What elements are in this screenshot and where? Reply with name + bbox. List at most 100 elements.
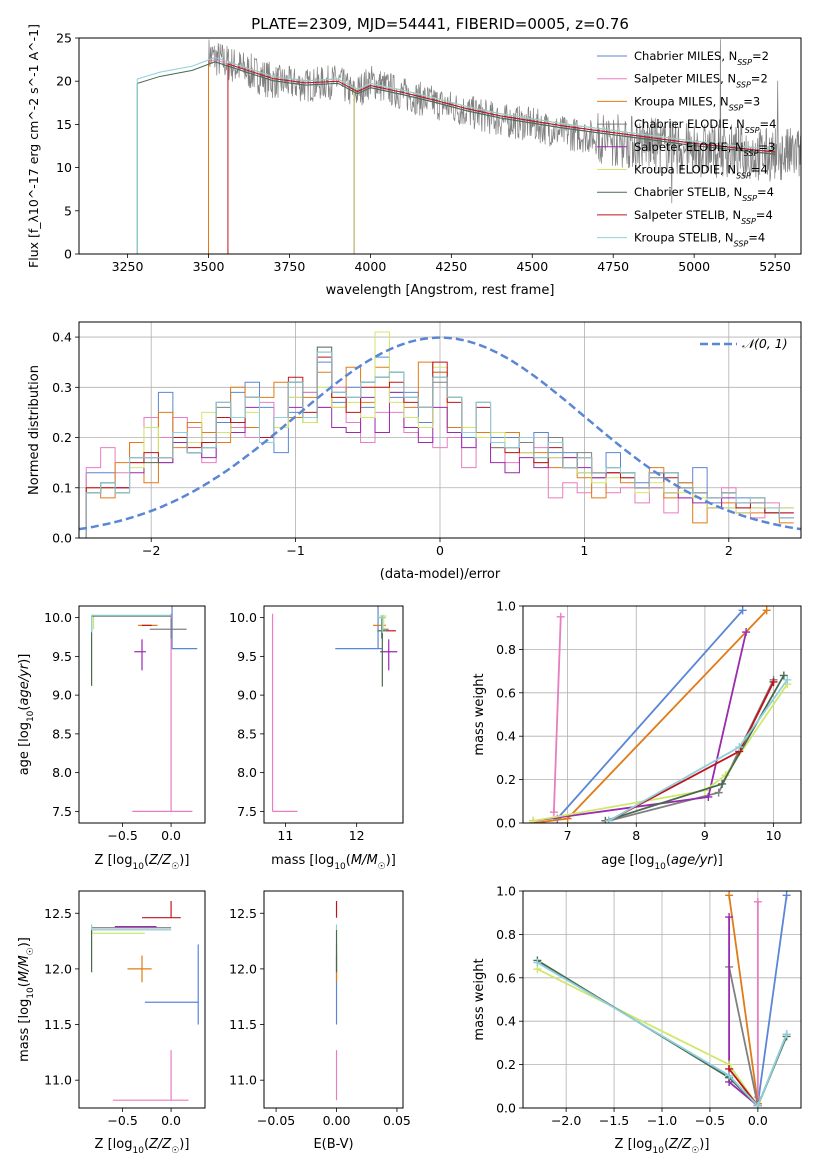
y-tick-label: 0.2: [52, 430, 72, 445]
x-tick-label: 3750: [274, 259, 306, 274]
weight-marker: [718, 779, 727, 788]
model-spectrum-line: [79, 61, 776, 254]
panel-age_vs_Z: −0.5 0.0 7.5 8.0 8.5 9.0 9.5 10.0: [44, 605, 206, 843]
plot-area-age_vs_mass: [271, 606, 398, 812]
x-tick-label: 11: [277, 828, 293, 843]
weight-marker: [556, 612, 565, 621]
legend-label: Salpeter ELODIE, NSSP=3: [634, 140, 775, 158]
legend-model-name: Kroupa ELODIE: [634, 163, 720, 177]
x-tick-label: 3250: [112, 259, 144, 274]
y-tick-label: 9.5: [237, 649, 257, 664]
model-spectrum-line: [79, 63, 776, 254]
weight-marker: [738, 606, 747, 615]
histogram-step: [85, 351, 794, 538]
y-tick-label: 0.3: [52, 380, 72, 395]
weight-line: [536, 961, 788, 1108]
legend-nssp: 2: [760, 72, 767, 86]
weight-marker: [533, 958, 542, 967]
y-tick-label: 1.0: [496, 884, 516, 899]
legend-label: Kroupa STELIB, NSSP=4: [634, 231, 765, 249]
y-tick-label: 20: [56, 74, 72, 89]
weight-marker: [714, 788, 723, 797]
y-tick-label: 0.0: [496, 1101, 516, 1116]
y-tick-label: 0.4: [52, 330, 72, 345]
y-tick-label: 7.5: [52, 804, 72, 819]
x-axis-label: mass [log10(M/M☉)]: [271, 853, 396, 872]
legend-model-name: Chabrier ELODIE: [634, 117, 729, 131]
panel-mass_vs_ebv: −0.05 0.00 0.05 11.0 11.5 12.0 12.5: [229, 890, 411, 1128]
weight-marker: [529, 816, 538, 823]
x-tick-label: 12: [349, 828, 365, 843]
plot-area-weight_vs_Z: [533, 891, 791, 1108]
legend-nssp: 3: [768, 140, 775, 154]
errorbar-point: [134, 639, 146, 671]
x-tick-label: 0.0: [161, 1113, 181, 1128]
y-axis-label: age [log10(age/yr)]: [17, 654, 36, 776]
weight-series: [529, 606, 771, 823]
x-tick-label: 0: [436, 543, 444, 558]
axes-frame-age_vs_Z: [78, 605, 206, 824]
axes-frame-age_vs_mass: [263, 605, 404, 824]
legend-label: Kroupa ELODIE, NSSP=4: [634, 163, 768, 181]
x-tick-label: 0.0: [748, 1113, 768, 1128]
legend-nssp: 4: [760, 163, 767, 177]
x-tick-label: 4750: [597, 259, 629, 274]
x-tick-label: −0.5: [107, 828, 137, 843]
y-tick-label: 0.2: [496, 1057, 516, 1072]
y-tick-label: 5: [64, 203, 72, 218]
legend-model-name: Salpeter ELODIE: [634, 140, 728, 154]
y-tick-label: 12.0: [229, 961, 257, 976]
panel-mass_vs_Z: −0.5 0.0 11.0 11.5 12.0 12.5: [44, 890, 206, 1128]
weight-marker: [782, 1030, 791, 1039]
legend-nssp: 4: [769, 117, 776, 131]
weight-marker: [753, 897, 762, 906]
weight-series: [533, 965, 762, 1108]
x-tick-label: −1.5: [599, 1113, 629, 1128]
weight-line: [533, 609, 768, 823]
panel-age_vs_mass: 11 12 7.5 8.0 8.5 9.0 9.5 10.0: [229, 605, 404, 843]
weight-line: [756, 895, 788, 1104]
normal-curve: [79, 336, 801, 531]
legend-model-name: Salpeter STELIB: [634, 208, 725, 222]
y-tick-label: 11.0: [229, 1073, 257, 1088]
weight-marker: [779, 671, 788, 680]
legend-model-name: Salpeter MILES: [634, 72, 720, 86]
weight-marker: [769, 677, 778, 686]
x-tick-label: −1.0: [647, 1113, 677, 1128]
legend-nssp: 3: [753, 94, 760, 108]
x-tick-label: 5000: [678, 259, 710, 274]
axes-frame-mass_vs_ebv: [263, 890, 404, 1109]
x-axis-label: Z [log10(Z/Z☉)]: [95, 1137, 190, 1156]
histogram-step: [85, 361, 794, 538]
y-tick-label: 0.6: [496, 685, 516, 700]
x-axis-label: Z [log10(Z/Z☉)]: [95, 853, 190, 872]
x-axis-label: (data-model)/error: [380, 567, 501, 582]
y-tick-label: 1.0: [496, 599, 516, 614]
y-tick-label: 10: [56, 160, 72, 175]
panel-weight_vs_age: 7 8 9 10 0.0 0.2 0.4 0.6 0.8 1.0: [496, 599, 802, 843]
x-tick-label: −0.5: [695, 1113, 725, 1128]
errorbar-point: [90, 929, 172, 973]
x-tick-label: 2: [725, 543, 733, 558]
errorbar-point: [144, 944, 199, 1025]
histogram-step: [85, 331, 794, 538]
y-tick-label: 8.5: [52, 726, 72, 741]
errorbar-point: [90, 615, 172, 686]
plot-area-age_vs_Z: [90, 606, 198, 812]
legend-nssp: 4: [765, 208, 772, 222]
y-tick-label: 0.8: [496, 927, 516, 942]
y-tick-label: 11.0: [44, 1073, 72, 1088]
x-tick-label: 10: [766, 828, 782, 843]
x-tick-label: 0.00: [323, 1113, 351, 1128]
legend-model-name: Kroupa MILES: [634, 94, 713, 108]
x-tick-label: 8: [632, 828, 640, 843]
weight-marker: [725, 891, 734, 900]
y-axis-label: mass weight: [472, 958, 487, 1040]
y-tick-label: 0.8: [496, 642, 516, 657]
weight-series: [529, 680, 792, 823]
x-axis-label: E(B-V): [313, 1137, 353, 1152]
weight-marker: [783, 675, 792, 684]
legend-nssp: 2: [762, 49, 769, 63]
